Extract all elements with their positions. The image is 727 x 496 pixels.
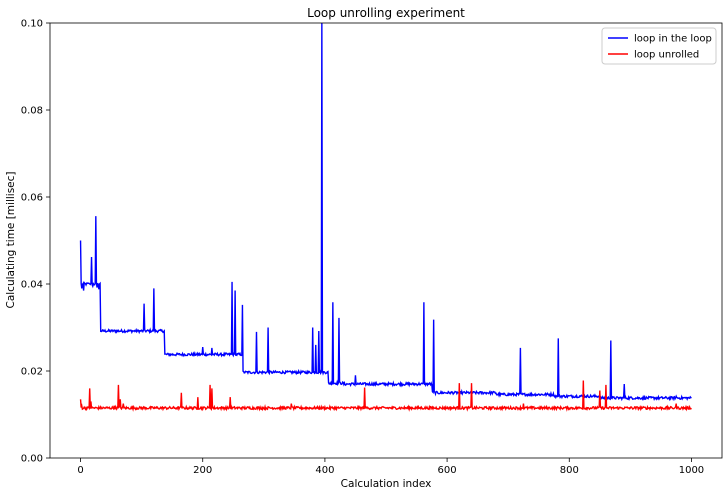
x-tick-label: 800: [560, 465, 579, 476]
y-tick-label: 0.04: [21, 280, 43, 291]
legend-box: [601, 27, 717, 65]
y-axis-label: Calculating time [millisec]: [5, 171, 17, 308]
y-tick-label: 0.02: [21, 367, 43, 378]
series-line-1: [79, 23, 692, 402]
chart-title: Loop unrolling experiment: [307, 6, 465, 20]
plot-frame: [49, 22, 723, 459]
x-tick-label: 200: [193, 465, 212, 476]
y-axis: 0.00 0.02 0.04 0.06 0.08 0.10: [21, 19, 50, 465]
x-tick-label: 600: [438, 465, 457, 476]
plot-area: [49, 22, 723, 459]
series-line-2: [79, 380, 692, 412]
y-tick-label: 0.08: [21, 106, 43, 117]
y-tick-label: 0.06: [21, 193, 43, 204]
y-tick-label: 0.10: [21, 19, 43, 30]
legend-label: loop in the loop: [634, 34, 712, 45]
x-axis-label: Calculation index: [341, 478, 432, 490]
legend-label: loop unrolled: [634, 50, 699, 61]
x-tick-label: 400: [315, 465, 334, 476]
x-axis: 0 200 400 600 800 1000: [77, 458, 704, 476]
x-tick-label: 1000: [679, 465, 704, 476]
y-tick-label: 0.00: [21, 454, 43, 465]
legend: loop in the loop loop unrolled: [601, 27, 717, 65]
x-tick-label: 0: [77, 465, 83, 476]
